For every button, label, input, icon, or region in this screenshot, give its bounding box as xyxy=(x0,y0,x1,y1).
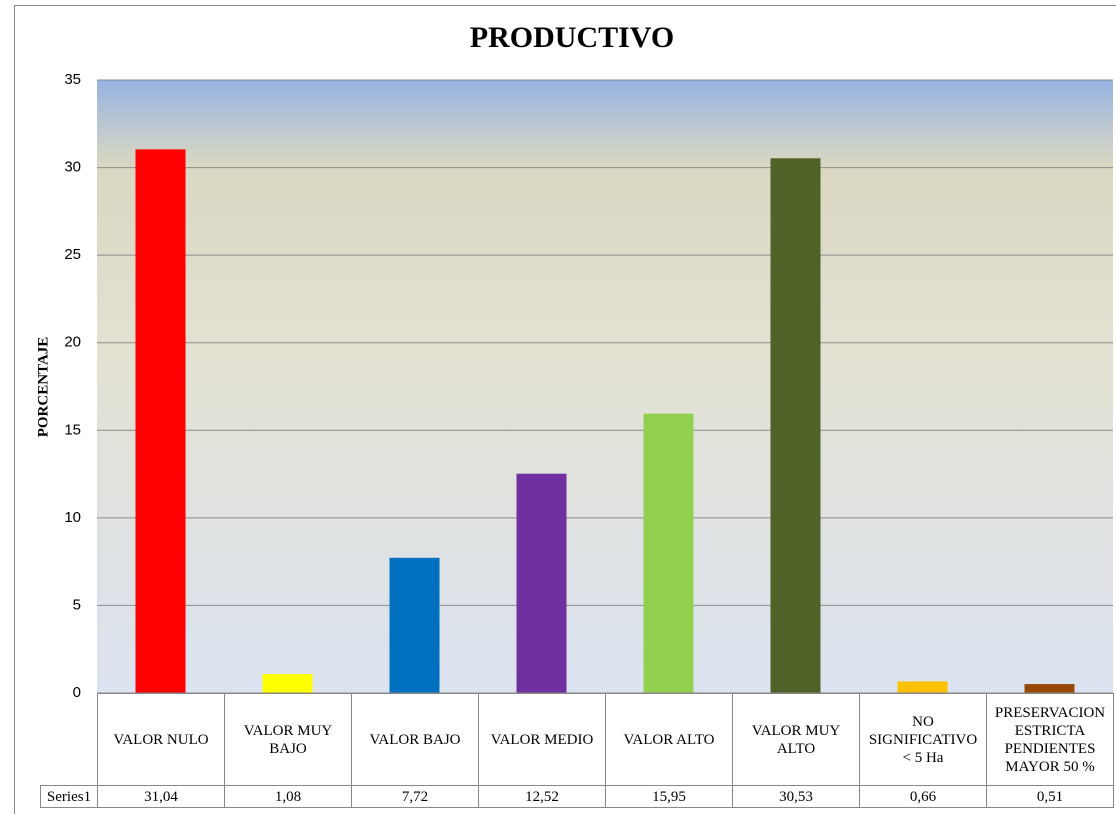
y-tick-label: 15 xyxy=(64,421,81,438)
bar xyxy=(516,473,567,693)
data-table-value: 1,08 xyxy=(224,785,352,808)
chart-title: PRODUCTIVO xyxy=(470,21,674,54)
y-tick-label: 5 xyxy=(73,596,81,613)
x-category-cell: PRESERVACION ESTRICTA PENDIENTES MAYOR 5… xyxy=(986,693,1114,786)
x-category-cell: VALOR BAJO xyxy=(351,693,479,786)
bar xyxy=(897,681,948,693)
data-table-value: 30,53 xyxy=(732,785,860,808)
y-tick-label: 30 xyxy=(64,159,81,176)
data-table-value: 12,52 xyxy=(478,785,606,808)
x-category-cell: VALOR NULO xyxy=(97,693,225,786)
y-tick-label: 20 xyxy=(64,334,81,351)
x-category-cell: VALOR ALTO xyxy=(605,693,733,786)
data-table-value: 0,51 xyxy=(986,785,1114,808)
data-table-value: 31,04 xyxy=(97,785,225,808)
x-category-cell: VALOR MEDIO xyxy=(478,693,606,786)
x-category-cell: VALOR MUY ALTO xyxy=(732,693,860,786)
bar xyxy=(770,158,821,693)
series-name-cell: Series1 xyxy=(40,785,98,808)
bar xyxy=(643,413,694,693)
y-axis-label: PORCENTAJE xyxy=(35,337,51,438)
x-category-cell: NO SIGNIFICATIVO < 5 Ha xyxy=(859,693,987,786)
bar xyxy=(389,557,440,693)
y-tick-label: 25 xyxy=(64,246,81,263)
data-table-value: 7,72 xyxy=(351,785,479,808)
bar xyxy=(135,149,186,693)
data-table-value: 0,66 xyxy=(859,785,987,808)
data-table-value: 15,95 xyxy=(605,785,733,808)
x-category-cell: VALOR MUY BAJO xyxy=(224,693,352,786)
plot-area xyxy=(97,80,1113,693)
bar xyxy=(1024,684,1075,693)
bar xyxy=(262,674,313,693)
y-tick-label: 35 xyxy=(64,71,81,88)
y-tick-label: 0 xyxy=(73,684,81,701)
y-tick-label: 10 xyxy=(64,509,81,526)
